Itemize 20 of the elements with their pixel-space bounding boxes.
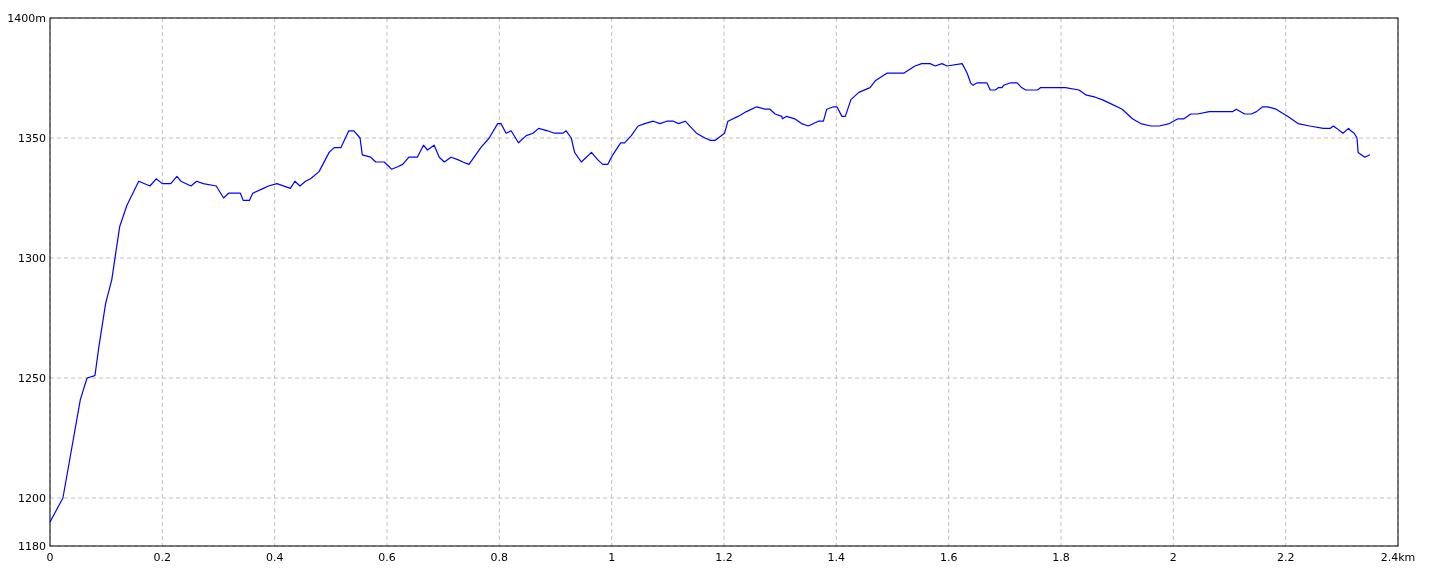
x-tick-label: 2.4km xyxy=(1380,551,1416,564)
x-tick-label: 2.2 xyxy=(1276,551,1295,564)
y-tick-label: 1250 xyxy=(18,372,46,385)
x-tick-label: 0.4 xyxy=(265,551,284,564)
line-series xyxy=(49,63,1371,523)
y-tick-label: 1200 xyxy=(18,492,46,505)
x-tick-label: 0.2 xyxy=(153,551,172,564)
x-tick-label: 1.4 xyxy=(827,551,846,564)
x-tick-label: 1 xyxy=(608,551,616,564)
y-tick-label: 1300 xyxy=(18,252,46,265)
x-tick-label: 1.8 xyxy=(1052,551,1070,564)
x-tick-label: 2 xyxy=(1169,551,1177,564)
y-tick-label: 1350 xyxy=(18,132,46,145)
x-tick-label: 0.8 xyxy=(490,551,509,564)
y-tick-label: 1400m xyxy=(7,12,46,25)
x-tick-label: 0 xyxy=(46,551,54,564)
x-tick-label: 1.2 xyxy=(715,551,733,564)
x-tick-label: 1.6 xyxy=(939,551,958,564)
y-tick-label: 1180 xyxy=(18,540,46,553)
x-tick-label: 0.6 xyxy=(378,551,396,564)
